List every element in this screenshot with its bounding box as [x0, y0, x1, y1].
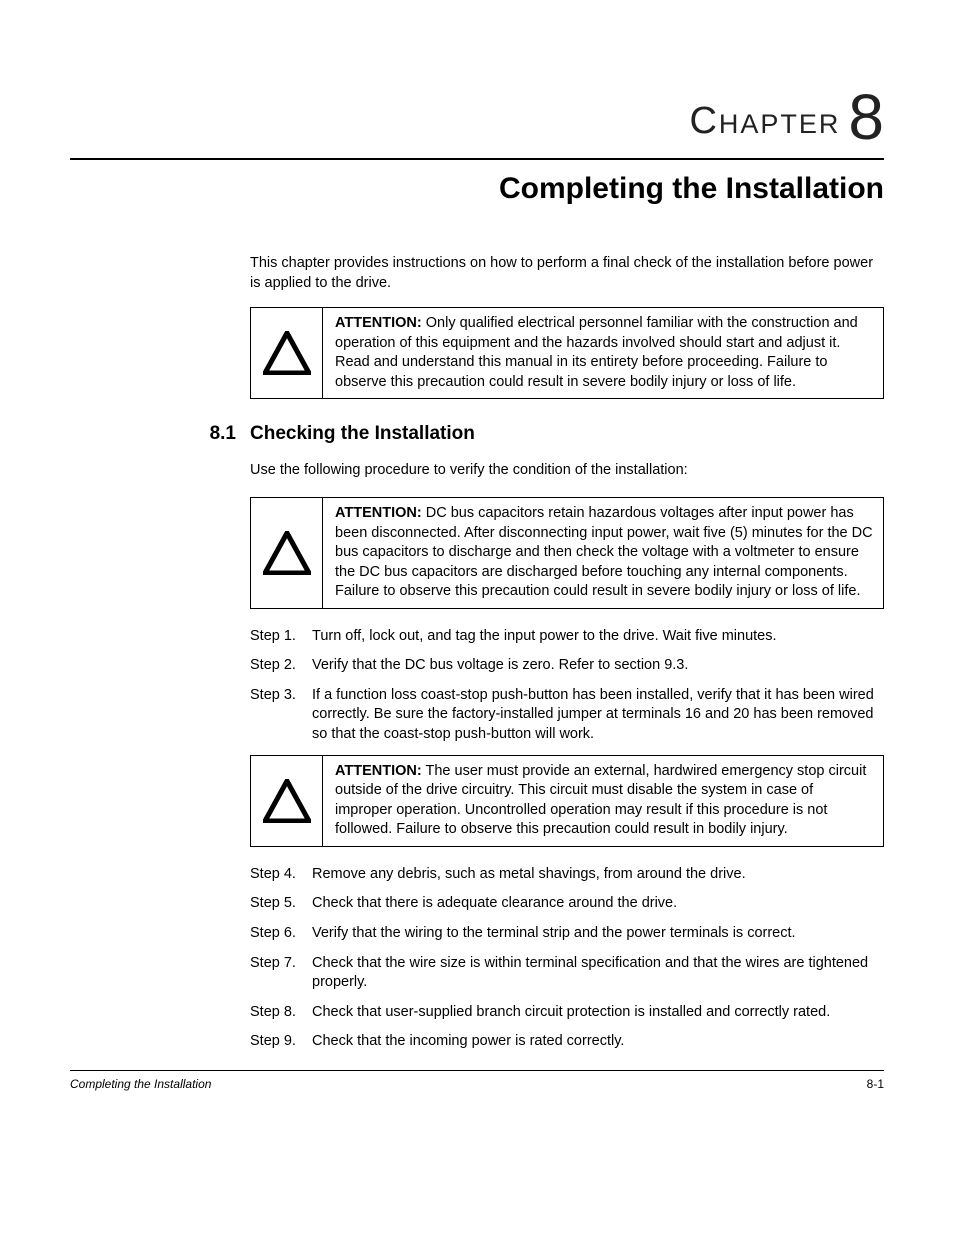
- step-item: Step 6.Verify that the wiring to the ter…: [250, 924, 884, 944]
- chapter-label: Chapter8: [70, 80, 884, 154]
- step-label: Step 3.: [250, 686, 312, 745]
- attention-text-1: ATTENTION: Only qualified electrical per…: [323, 308, 883, 398]
- attention-text-3: ATTENTION: The user must provide an exte…: [323, 756, 883, 846]
- step-label: Step 9.: [250, 1032, 312, 1052]
- chapter-word: Chapter: [689, 100, 840, 142]
- warning-triangle-icon: [251, 308, 323, 398]
- step-text: If a function loss coast-stop push-butto…: [312, 686, 884, 745]
- step-item: Step 3.If a function loss coast-stop pus…: [250, 686, 884, 745]
- step-item: Step 2.Verify that the DC bus voltage is…: [250, 656, 884, 676]
- step-text: Check that there is adequate clearance a…: [312, 894, 884, 914]
- chapter-header: Chapter8: [70, 80, 884, 160]
- step-text: Verify that the DC bus voltage is zero. …: [312, 656, 884, 676]
- attention-label: ATTENTION:: [335, 505, 422, 521]
- section-intro: Use the following procedure to verify th…: [250, 461, 884, 481]
- section-content: Use the following procedure to verify th…: [250, 461, 884, 1051]
- section-number: 8.1: [70, 423, 250, 445]
- step-label: Step 5.: [250, 894, 312, 914]
- steps-list-b: Step 4.Remove any debris, such as metal …: [250, 865, 884, 1052]
- step-text: Verify that the wiring to the terminal s…: [312, 924, 884, 944]
- attention-label: ATTENTION:: [335, 763, 422, 779]
- step-text: Check that the incoming power is rated c…: [312, 1032, 884, 1052]
- footer-left: Completing the Installation: [70, 1077, 211, 1091]
- warning-triangle-icon: [251, 498, 323, 608]
- step-item: Step 7.Check that the wire size is withi…: [250, 954, 884, 993]
- attention-label: ATTENTION:: [335, 315, 422, 331]
- section-heading: 8.1 Checking the Installation: [70, 423, 884, 445]
- step-text: Turn off, lock out, and tag the input po…: [312, 627, 884, 647]
- step-label: Step 2.: [250, 656, 312, 676]
- section-title: Checking the Installation: [250, 423, 475, 445]
- step-item: Step 9.Check that the incoming power is …: [250, 1032, 884, 1052]
- step-label: Step 6.: [250, 924, 312, 944]
- step-label: Step 1.: [250, 627, 312, 647]
- chapter-title: Completing the Installation: [70, 172, 884, 206]
- footer-right: 8-1: [867, 1077, 884, 1091]
- attention-box-2: ATTENTION: DC bus capacitors retain haza…: [250, 497, 884, 609]
- page-footer: Completing the Installation 8-1: [70, 1070, 884, 1091]
- step-label: Step 4.: [250, 865, 312, 885]
- step-label: Step 7.: [250, 954, 312, 993]
- intro-paragraph: This chapter provides instructions on ho…: [250, 254, 884, 293]
- steps-list-a: Step 1.Turn off, lock out, and tag the i…: [250, 627, 884, 745]
- content-body: This chapter provides instructions on ho…: [250, 254, 884, 399]
- warning-triangle-icon: [251, 756, 323, 846]
- step-item: Step 1.Turn off, lock out, and tag the i…: [250, 627, 884, 647]
- step-item: Step 5.Check that there is adequate clea…: [250, 894, 884, 914]
- step-label: Step 8.: [250, 1003, 312, 1023]
- attention-box-1: ATTENTION: Only qualified electrical per…: [250, 307, 884, 399]
- step-item: Step 8.Check that user-supplied branch c…: [250, 1003, 884, 1023]
- attention-text-2: ATTENTION: DC bus capacitors retain haza…: [323, 498, 883, 608]
- step-text: Remove any debris, such as metal shaving…: [312, 865, 884, 885]
- step-text: Check that user-supplied branch circuit …: [312, 1003, 884, 1023]
- step-text: Check that the wire size is within termi…: [312, 954, 884, 993]
- step-item: Step 4.Remove any debris, such as metal …: [250, 865, 884, 885]
- attention-box-3: ATTENTION: The user must provide an exte…: [250, 755, 884, 847]
- chapter-number: 8: [848, 81, 884, 153]
